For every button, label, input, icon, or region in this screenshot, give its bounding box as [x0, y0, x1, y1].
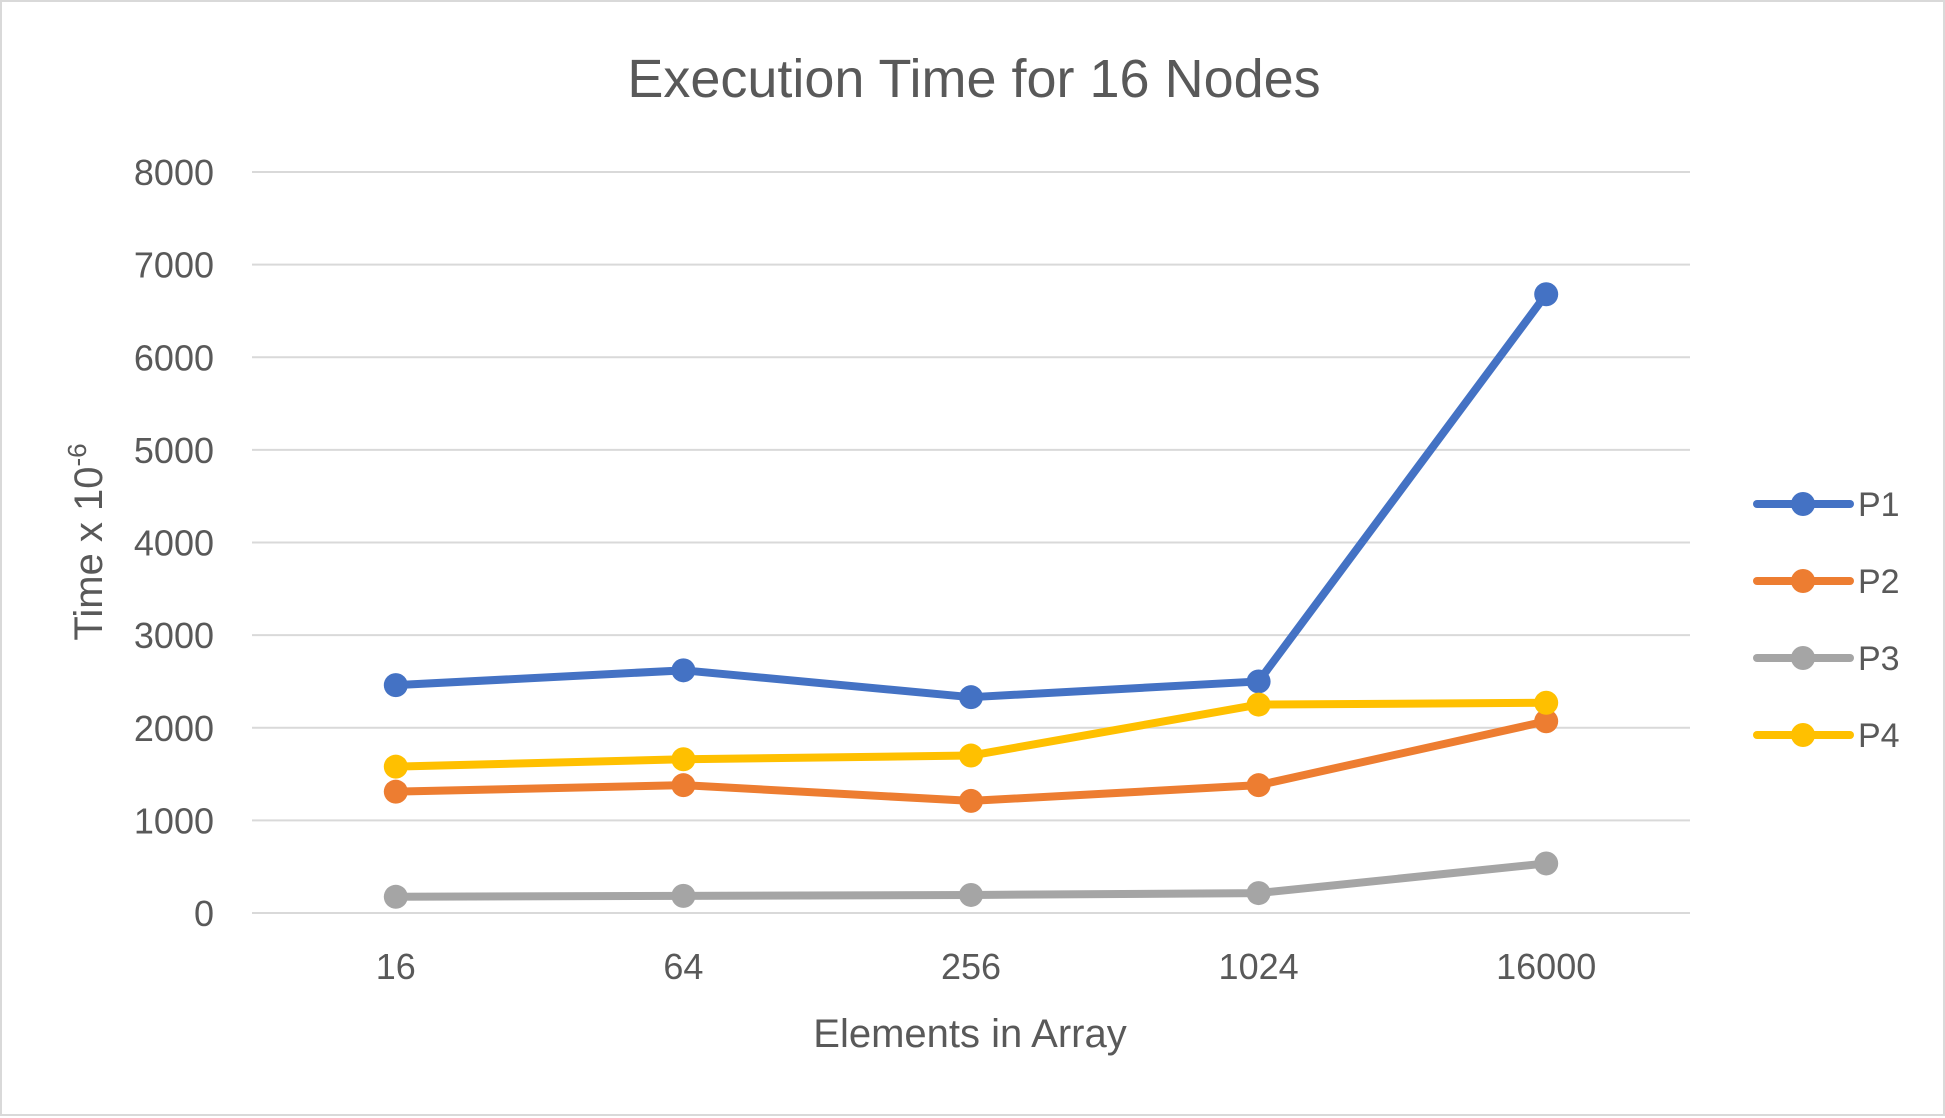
y-tick-label: 2000 — [134, 708, 214, 749]
data-point — [383, 779, 408, 804]
x-axis-tick-labels: 16 64 256 1024 16000 — [376, 946, 1596, 987]
data-point — [671, 747, 696, 772]
data-point — [1246, 669, 1271, 694]
data-point — [383, 673, 408, 698]
legend-label: P1 — [1858, 486, 1900, 524]
legend-marker — [1791, 646, 1815, 670]
legend-item-P1: P1 — [1753, 486, 1900, 524]
data-point — [383, 884, 408, 909]
legend-label: P2 — [1858, 563, 1900, 601]
gridlines — [252, 171, 1690, 914]
legend-item-P3: P3 — [1753, 640, 1900, 678]
y-axis-title-base: Time x 10 — [67, 467, 111, 641]
x-tick-label: 64 — [663, 946, 703, 987]
data-point — [671, 658, 696, 683]
chart-title: Execution Time for 16 Nodes — [627, 49, 1320, 109]
series-layer — [383, 282, 1559, 909]
legend-item-P4: P4 — [1753, 717, 1900, 755]
legend: P1 P2 P3 P4 — [1753, 486, 1900, 755]
series-P1 — [383, 282, 1559, 710]
legend-label: P4 — [1858, 717, 1900, 755]
series-P3 — [383, 851, 1559, 909]
x-tick-label: 256 — [941, 946, 1001, 987]
data-point — [959, 743, 983, 768]
legend-label: P3 — [1858, 640, 1900, 678]
legend-marker — [1791, 723, 1815, 747]
y-tick-label: 4000 — [134, 523, 214, 564]
data-point — [671, 773, 696, 798]
y-tick-label: 3000 — [134, 615, 214, 656]
y-axis-title-exponent: -6 — [62, 443, 92, 466]
x-tick-label: 1024 — [1219, 946, 1299, 987]
data-point — [959, 788, 983, 813]
data-point — [1534, 709, 1559, 734]
y-tick-label: 5000 — [134, 430, 214, 471]
y-axis-title: Time x 10-6 — [62, 443, 111, 640]
data-point — [1534, 282, 1559, 307]
data-point — [959, 685, 983, 710]
y-axis-tick-labels: 0 1000 2000 3000 4000 5000 6000 7000 8000 — [134, 152, 214, 934]
data-point — [1246, 692, 1271, 717]
y-tick-label: 6000 — [134, 337, 214, 378]
data-point — [1246, 773, 1271, 798]
data-point — [383, 754, 408, 779]
data-point — [1246, 881, 1271, 906]
y-tick-label: 0 — [194, 893, 214, 934]
data-point — [959, 882, 983, 907]
legend-marker — [1791, 569, 1815, 593]
y-tick-label: 8000 — [134, 152, 214, 193]
y-tick-label: 7000 — [134, 245, 214, 286]
x-tick-label: 16 — [376, 946, 416, 987]
data-point — [671, 883, 696, 908]
series-line — [391, 290, 1551, 702]
data-point — [1534, 690, 1559, 715]
series-P4 — [383, 690, 1559, 779]
data-point — [1534, 851, 1559, 876]
x-axis-title: Elements in Array — [813, 1012, 1126, 1056]
legend-marker — [1791, 492, 1815, 516]
x-tick-label: 16000 — [1496, 946, 1596, 987]
y-tick-label: 1000 — [134, 800, 214, 841]
series-P2 — [383, 709, 1559, 813]
legend-item-P2: P2 — [1753, 563, 1900, 601]
